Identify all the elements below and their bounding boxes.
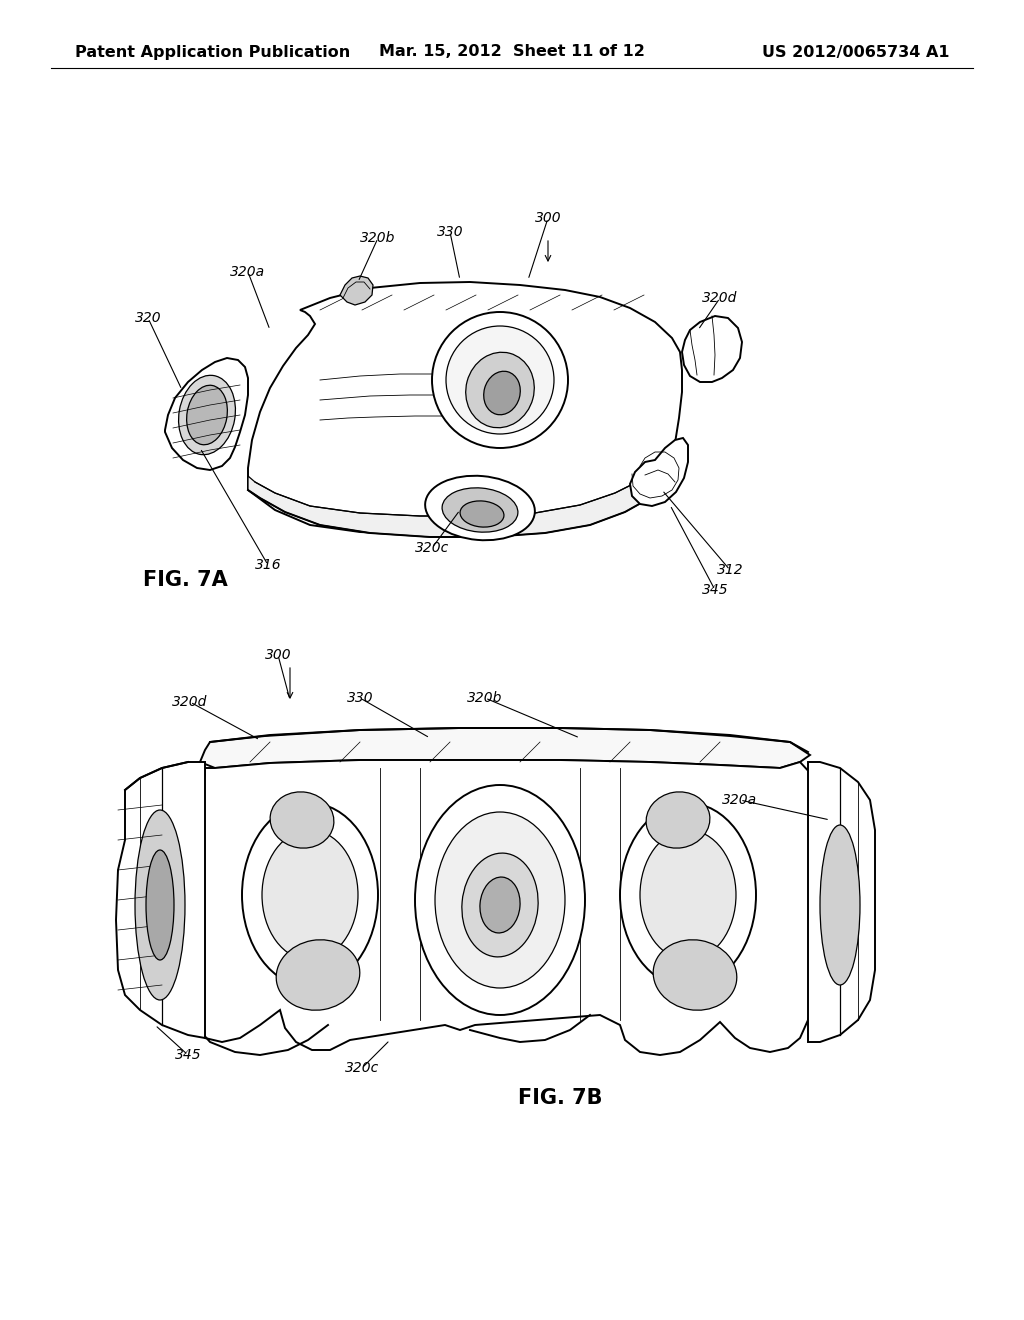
Text: 320d: 320d — [172, 696, 208, 709]
Ellipse shape — [480, 876, 520, 933]
Text: 300: 300 — [535, 211, 561, 224]
Text: 320a: 320a — [230, 265, 265, 279]
Ellipse shape — [270, 792, 334, 849]
Ellipse shape — [186, 385, 227, 445]
Polygon shape — [248, 451, 678, 537]
Ellipse shape — [653, 940, 737, 1010]
Text: 330: 330 — [347, 690, 374, 705]
Text: 330: 330 — [436, 224, 463, 239]
Polygon shape — [682, 315, 742, 381]
Ellipse shape — [462, 853, 539, 957]
Ellipse shape — [446, 326, 554, 434]
Ellipse shape — [442, 488, 518, 532]
Text: 345: 345 — [175, 1048, 202, 1063]
Ellipse shape — [466, 352, 535, 428]
Polygon shape — [186, 760, 820, 1055]
Ellipse shape — [640, 830, 736, 960]
Ellipse shape — [262, 830, 358, 960]
Polygon shape — [340, 276, 373, 305]
Ellipse shape — [435, 812, 565, 987]
Text: 320c: 320c — [415, 541, 450, 554]
Ellipse shape — [276, 940, 359, 1010]
Ellipse shape — [425, 475, 535, 540]
Text: 320d: 320d — [702, 290, 737, 305]
Text: FIG. 7B: FIG. 7B — [518, 1088, 602, 1107]
Polygon shape — [116, 762, 205, 1038]
Polygon shape — [248, 282, 682, 535]
Polygon shape — [200, 729, 810, 768]
Text: US 2012/0065734 A1: US 2012/0065734 A1 — [763, 45, 950, 59]
Polygon shape — [165, 358, 248, 470]
Text: Patent Application Publication: Patent Application Publication — [75, 45, 350, 59]
Text: 320a: 320a — [723, 793, 758, 807]
Text: FIG. 7A: FIG. 7A — [142, 570, 227, 590]
Ellipse shape — [146, 850, 174, 960]
Text: 300: 300 — [264, 648, 291, 663]
Ellipse shape — [820, 825, 860, 985]
Text: Mar. 15, 2012  Sheet 11 of 12: Mar. 15, 2012 Sheet 11 of 12 — [379, 45, 645, 59]
Text: 320c: 320c — [345, 1061, 379, 1074]
Ellipse shape — [460, 500, 504, 527]
Ellipse shape — [135, 810, 185, 1001]
Ellipse shape — [620, 803, 756, 987]
Ellipse shape — [242, 803, 378, 987]
Ellipse shape — [483, 371, 520, 414]
Text: 320: 320 — [135, 312, 162, 325]
Polygon shape — [808, 762, 874, 1041]
Ellipse shape — [646, 792, 710, 849]
Text: 312: 312 — [717, 564, 743, 577]
Ellipse shape — [432, 312, 568, 447]
Text: 320b: 320b — [467, 690, 503, 705]
Text: 316: 316 — [255, 558, 282, 572]
Ellipse shape — [415, 785, 585, 1015]
Ellipse shape — [178, 375, 236, 454]
Polygon shape — [630, 438, 688, 506]
Text: 345: 345 — [701, 583, 728, 597]
Text: 320b: 320b — [360, 231, 395, 246]
